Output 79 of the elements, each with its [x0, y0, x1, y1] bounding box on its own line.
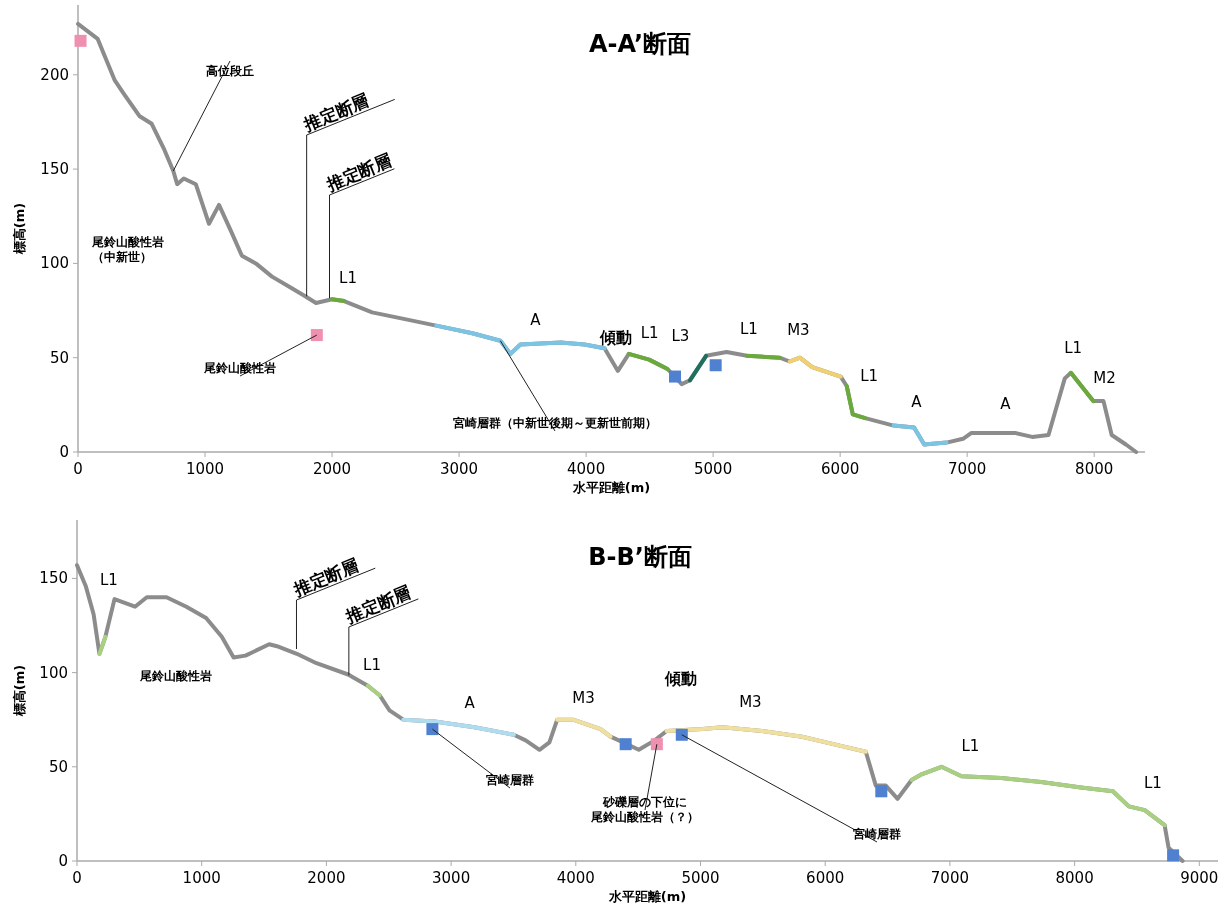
x-tick-label: 6000 [806, 869, 845, 887]
point [619, 738, 632, 751]
annotation: L1 [1143, 774, 1162, 793]
x-tick-label: 7000 [948, 460, 987, 478]
y-tick-label: 100 [39, 663, 68, 682]
annotation: M3 [572, 688, 595, 707]
annotation: A [530, 310, 542, 329]
annotation: M3 [739, 693, 762, 712]
x-tick-label: 3000 [432, 869, 471, 887]
annotation: L1 [860, 366, 879, 385]
annotation: 推定断層 [300, 90, 372, 135]
annotation: 高位段丘 [206, 64, 254, 78]
x-tick-label: 0 [73, 460, 83, 478]
line-series [664, 725, 868, 754]
line-series [891, 423, 949, 447]
y-axis-title: 標高(m) [12, 202, 27, 256]
annotation: L1 [363, 655, 381, 674]
x-tick-label: 6000 [821, 460, 860, 478]
x-tick-label: 4000 [556, 869, 595, 887]
annotation: M3 [787, 321, 810, 340]
annotation: 宮崎層群 [853, 827, 901, 841]
text: A-A’断面 [588, 30, 692, 58]
annotation: L1 [339, 269, 357, 288]
x-tick-label: 2000 [307, 869, 346, 887]
annotation: 推定断層 [322, 150, 395, 195]
x-axis-title: 水平距離(m) [607, 889, 687, 904]
y-tick-label: 50 [49, 348, 69, 367]
annotation: A [464, 694, 476, 713]
annotation: A [911, 392, 923, 411]
line-series [401, 717, 516, 737]
point [709, 359, 722, 372]
annotation: L1 [961, 736, 980, 755]
x-tick-label: 3000 [439, 460, 479, 478]
annotation: L1 [1064, 338, 1083, 357]
point [1167, 849, 1180, 862]
annotation: 宮崎層群 [486, 773, 534, 787]
x-tick-label: 5000 [694, 460, 733, 478]
text: B-B’断面 [588, 543, 692, 571]
annotation: 傾動 [664, 669, 697, 688]
x-tick-label: 8000 [1055, 869, 1094, 887]
point [74, 34, 87, 47]
x-tick-label: 1000 [185, 460, 225, 478]
annotation: 宮崎層群（中新世後期～更新世前期） [453, 416, 657, 430]
annotation: L1 [739, 319, 758, 338]
y-axis-title: 標高(m) [12, 664, 27, 718]
line-series [909, 764, 1167, 828]
x-tick-label: 9000 [1180, 869, 1219, 887]
y-tick-label: 50 [48, 757, 68, 776]
x-tick-label: 1000 [182, 869, 221, 887]
x-tick-label: 4000 [567, 460, 606, 478]
point [675, 728, 688, 741]
line-series [787, 355, 843, 379]
annotation: 砂礫層の下位に尾鈴山酸性岩（？） [590, 795, 699, 824]
annotation: M2 [1093, 369, 1116, 388]
point [310, 329, 323, 342]
annotation: 尾鈴山酸性岩 [203, 361, 276, 375]
y-tick-label: 100 [40, 254, 69, 273]
point [650, 738, 663, 751]
annotation: L1 [100, 571, 118, 589]
x-tick-label: 2000 [312, 460, 352, 478]
point [875, 785, 888, 798]
point [426, 723, 439, 736]
annotation: 尾鈴山酸性岩 [139, 669, 212, 683]
annotation: A [1000, 395, 1012, 414]
annotation: 尾鈴山酸性岩（中新世） [91, 235, 164, 264]
x-tick-label: 7000 [930, 869, 969, 887]
x-axis-title: 水平距離(m) [571, 480, 651, 495]
y-tick-label: 150 [39, 569, 68, 588]
y-tick-label: 200 [40, 65, 69, 84]
x-tick-label: 0 [72, 869, 82, 887]
annotation: 傾動 [599, 328, 632, 347]
x-tick-label: 8000 [1075, 460, 1114, 478]
y-tick-label: 0 [59, 443, 69, 461]
annotation: L3 [671, 327, 690, 346]
point [669, 370, 682, 383]
y-tick-label: 0 [58, 852, 68, 870]
x-tick-label: 5000 [681, 869, 720, 887]
annotation: L1 [640, 323, 659, 342]
y-tick-label: 150 [40, 160, 69, 179]
